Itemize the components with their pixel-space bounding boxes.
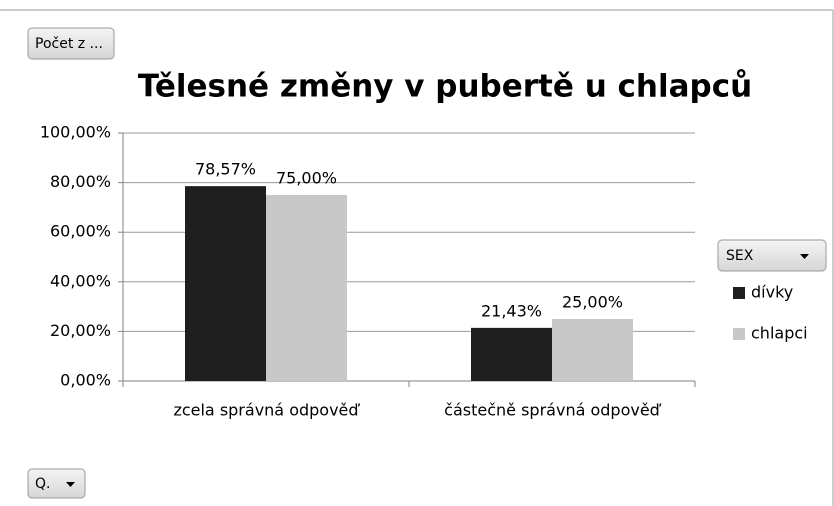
filter-button-label: Počet z ...	[35, 36, 103, 52]
bar	[471, 327, 552, 381]
legend-swatch	[733, 287, 745, 299]
y-tick-label: 100,00%	[40, 123, 111, 142]
legend-label: chlapci	[751, 324, 808, 343]
x-tick-label: zcela správná odpověď	[173, 401, 360, 420]
x-tick-label: částečně správná odpověď	[444, 401, 662, 420]
chart-title: Tělesné změny v pubertě u chlapců	[138, 69, 752, 105]
dropdown-arrow	[66, 482, 75, 487]
legend-label: dívky	[751, 283, 793, 302]
y-tick-label: 40,00%	[50, 271, 111, 290]
y-tick-label: 20,00%	[50, 321, 111, 340]
y-tick-label: 60,00%	[50, 222, 111, 241]
value-label: 75,00%	[276, 169, 337, 188]
value-label: 21,43%	[481, 301, 542, 320]
value-label: 25,00%	[562, 293, 623, 312]
bar	[552, 319, 633, 381]
axis-button-label: Q.	[35, 476, 50, 492]
legend-title: SEX	[726, 248, 754, 264]
y-tick-label: 80,00%	[50, 172, 111, 191]
axis-button[interactable]	[27, 468, 86, 499]
legend-button[interactable]	[717, 239, 827, 272]
dropdown-arrow	[800, 254, 809, 259]
filter-button[interactable]	[27, 27, 115, 60]
value-label: 78,57%	[195, 160, 256, 179]
bar	[266, 195, 347, 381]
y-tick-label: 0,00%	[60, 371, 111, 390]
bar	[185, 186, 266, 381]
legend-swatch	[733, 328, 745, 340]
